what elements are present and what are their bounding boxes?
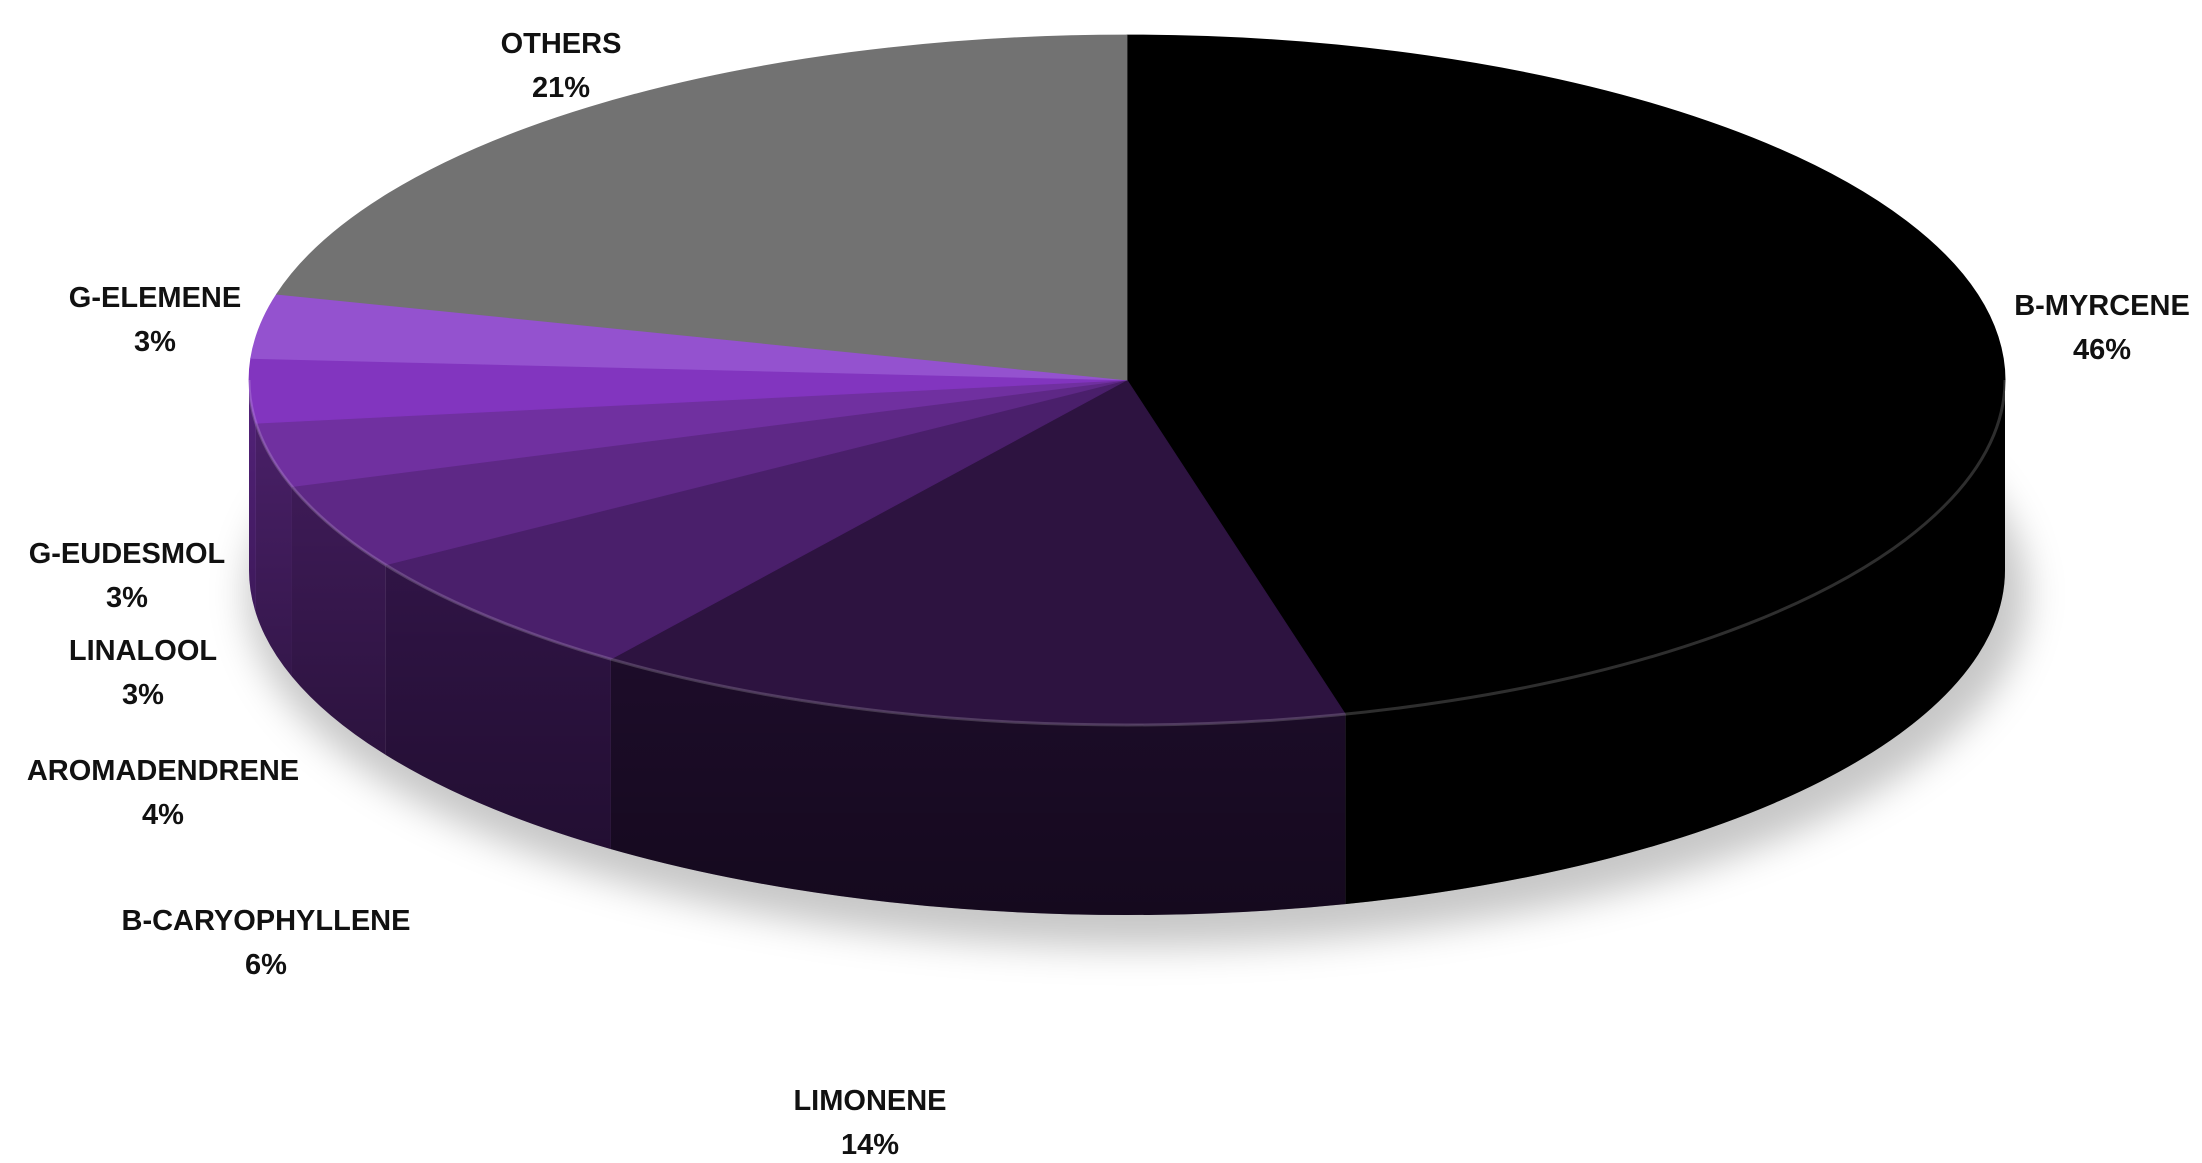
slice-name-label: LIMONENE bbox=[793, 1085, 946, 1117]
slice-percent-label: 21% bbox=[532, 72, 590, 104]
slice-name-label: B-CARYOPHYLLENE bbox=[122, 905, 411, 937]
data-label-g-elemene: G-ELEMENE 3% bbox=[69, 282, 241, 358]
data-label-b-caryophyllene: B-CARYOPHYLLENE 6% bbox=[122, 905, 411, 981]
slice-name-label: G-EUDESMOL bbox=[29, 538, 226, 570]
slice-percent-label: 4% bbox=[142, 799, 184, 831]
slice-name-label: AROMADENDRENE bbox=[27, 755, 299, 787]
pie-slice-aromadendrene[interactable] bbox=[291, 379, 1128, 566]
pie-slice-b-myrcene[interactable] bbox=[1126, 34, 2006, 715]
slice-percent-label: 3% bbox=[106, 582, 148, 614]
slice-name-label: G-ELEMENE bbox=[69, 282, 241, 314]
pie-slice-others[interactable] bbox=[275, 34, 1128, 381]
data-label-g-eudesmol: G-EUDESMOL 3% bbox=[29, 538, 226, 614]
pie-slice-b-caryophyllene[interactable] bbox=[384, 379, 1128, 660]
data-label-aromadendrene: AROMADENDRENE 4% bbox=[27, 755, 299, 831]
slice-percent-label: 3% bbox=[134, 326, 176, 358]
data-label-others: OTHERS 21% bbox=[501, 28, 622, 104]
pie-rim-highlight bbox=[247, 379, 2007, 727]
data-label-limonene: LIMONENE 14% bbox=[793, 1085, 946, 1161]
pie-slice-limonene[interactable] bbox=[609, 379, 1347, 726]
slice-percent-label: 46% bbox=[2073, 334, 2131, 366]
data-label-linalool: LINALOOL 3% bbox=[69, 635, 217, 711]
slice-name-label: OTHERS bbox=[501, 28, 622, 60]
slice-percent-label: 6% bbox=[245, 949, 287, 981]
slice-percent-label: 14% bbox=[841, 1129, 899, 1158]
slice-percent-label: 3% bbox=[122, 679, 164, 711]
slice-name-label: LINALOOL bbox=[69, 635, 217, 667]
data-label-b-myrcene: B-MYRCENE 46% bbox=[2014, 290, 2190, 366]
slice-name-label: B-MYRCENE bbox=[2014, 290, 2190, 322]
